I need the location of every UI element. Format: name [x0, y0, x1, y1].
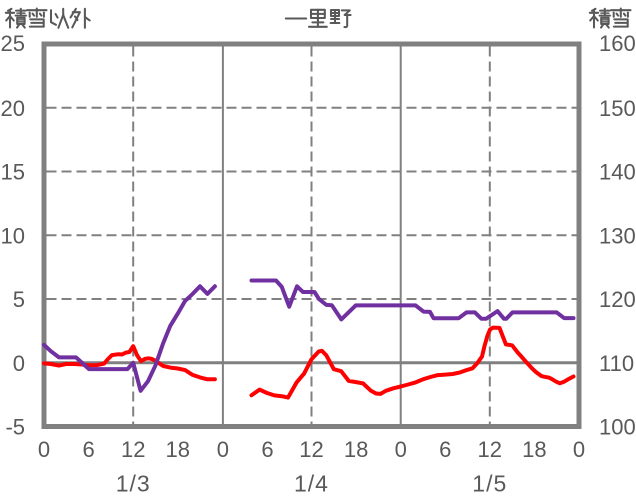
svg-text:1/3: 1/3 — [116, 471, 151, 497]
svg-text:150: 150 — [599, 96, 636, 121]
svg-text:6: 6 — [82, 437, 94, 462]
svg-text:5: 5 — [13, 287, 25, 312]
svg-text:140: 140 — [599, 160, 636, 185]
svg-text:10: 10 — [1, 223, 25, 248]
svg-text:1/5: 1/5 — [472, 471, 507, 497]
svg-text:110: 110 — [599, 351, 634, 376]
svg-text:1/4: 1/4 — [294, 471, 329, 497]
svg-text:100: 100 — [599, 415, 636, 440]
svg-text:130: 130 — [599, 223, 636, 248]
svg-text:0: 0 — [217, 437, 229, 462]
svg-text:25: 25 — [1, 31, 25, 56]
svg-text:6: 6 — [439, 437, 451, 462]
svg-text:120: 120 — [599, 287, 636, 312]
svg-text:12: 12 — [299, 437, 323, 462]
svg-text:15: 15 — [1, 160, 25, 185]
svg-text:0: 0 — [13, 351, 25, 376]
svg-text:0: 0 — [38, 437, 50, 462]
svg-text:-5: -5 — [5, 415, 25, 440]
svg-text:12: 12 — [478, 437, 502, 462]
svg-text:20: 20 — [1, 96, 25, 121]
svg-text:0: 0 — [395, 437, 407, 462]
svg-text:18: 18 — [165, 437, 189, 462]
svg-text:160: 160 — [599, 31, 636, 56]
svg-text:18: 18 — [344, 437, 368, 462]
svg-text:18: 18 — [522, 437, 546, 462]
svg-text:6: 6 — [261, 437, 273, 462]
svg-text:12: 12 — [121, 437, 145, 462]
svg-text:0: 0 — [573, 437, 585, 462]
